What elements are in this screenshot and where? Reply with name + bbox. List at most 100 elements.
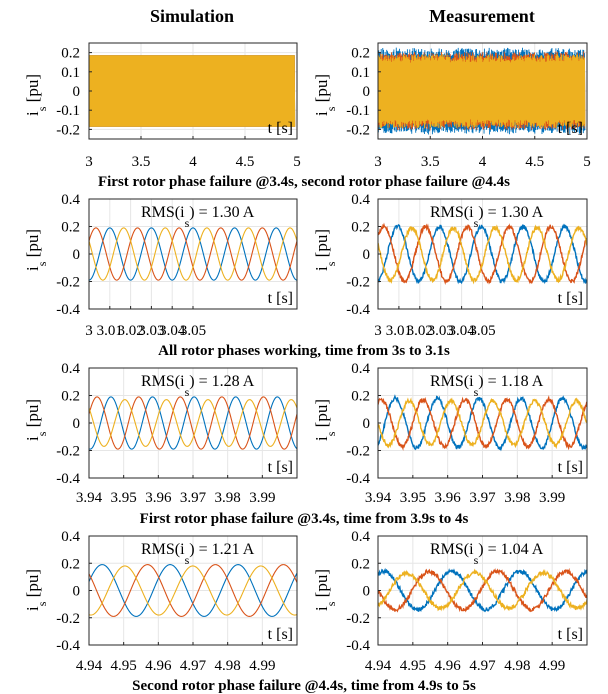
series-phase-3 (378, 53, 586, 129)
panel-row3-measurement: 3.94 3.95 3.96 3.97 3.98 3.99 0.4 0.2 0 -0.2 -0.4 i… (312, 361, 588, 506)
t-axis-label: t [s] (268, 626, 293, 643)
x-tick-label: 3.04 (159, 323, 186, 339)
column-title-measurement: Measurement (429, 6, 535, 26)
x-tick-label: 3.94 (365, 490, 392, 506)
y-tick-label: 0 (73, 247, 81, 263)
series-phase-3 (378, 568, 587, 612)
y-axis-label: is [pu] (23, 399, 49, 441)
x-tick-label: 3.01 (97, 323, 123, 339)
y-tick-label: -0.4 (56, 638, 80, 654)
x-tick-label: 5 (583, 154, 591, 170)
y-axis-label: is [pu] (312, 229, 338, 271)
y-tick-label: 0.4 (61, 361, 80, 377)
x-tick-label: 4 (189, 154, 197, 170)
y-tick-label: 0.4 (351, 361, 370, 377)
y-axis-label: is [pu] (23, 74, 49, 116)
y-tick-label: -0.2 (56, 611, 80, 627)
panel-row3-simulation: 3.94 3.95 3.96 3.97 3.98 3.99 0.4 0.2 0 -0.2 -0.4 i… (23, 361, 298, 506)
x-tick-label: 4.99 (539, 658, 565, 674)
rms-annotation: RMS(is) = 1.04 A (430, 541, 544, 567)
series-phase-2 (378, 395, 587, 451)
y-tick-label: 0.1 (351, 65, 370, 81)
x-tick-label: 3.5 (421, 154, 440, 170)
x-tick-label: 3.99 (249, 490, 275, 506)
y-tick-label: 0 (73, 416, 81, 432)
y-tick-label: -0.1 (346, 103, 370, 119)
t-axis-label: t [s] (268, 120, 293, 137)
x-tick-label: 4.97 (180, 658, 207, 674)
panel-row2-simulation: 3 3.013.023.033.043.05 0.4 0.2 0 -0.2 -0.4 is [… (23, 192, 298, 339)
row-caption-row4: Second rotor phase failure @4.4s, time f… (132, 678, 476, 694)
y-tick-label: 0.4 (61, 192, 80, 208)
y-tick-label: -0.4 (346, 471, 370, 487)
panel-row1-measurement: 3 3.5 4 4.5 5 0.2 0.1 0 -0.1 -0.2 is [pu] t [s] (312, 42, 591, 170)
y-axis-label: is [pu] (312, 399, 338, 441)
y-tick-label: 0.4 (61, 529, 80, 545)
t-axis-label: t [s] (558, 120, 583, 137)
y-tick-label: 0.2 (61, 46, 80, 62)
x-tick-label: 4.5 (236, 154, 255, 170)
x-tick-label: 3.04 (448, 323, 475, 339)
y-tick-label: 0.2 (351, 389, 370, 405)
x-tick-label: 3.05 (469, 323, 495, 339)
x-tick-label: 3.03 (138, 323, 164, 339)
y-tick-label: 0 (363, 416, 371, 432)
x-tick-label: 3.95 (400, 490, 426, 506)
x-tick-label: 4.94 (365, 658, 392, 674)
t-axis-label: t [s] (268, 290, 293, 307)
y-tick-label: 0.2 (61, 556, 80, 572)
y-tick-label: 0.2 (61, 389, 80, 405)
y-tick-label: -0.2 (346, 122, 370, 138)
panel-row4-measurement: 4.94 4.95 4.96 4.97 4.98 4.99 0.4 0.2 0 -0.2 -0.4 i… (312, 529, 588, 674)
t-axis-label: t [s] (268, 459, 293, 476)
rms-annotation: RMS(is) = 1.30 A (430, 204, 544, 230)
y-tick-label: 0 (73, 584, 81, 600)
t-axis-label: t [s] (558, 626, 583, 643)
y-tick-label: 0 (73, 84, 81, 100)
x-tick-label: 4.95 (111, 658, 137, 674)
y-tick-label: -0.4 (56, 471, 80, 487)
x-tick-label: 4.96 (145, 658, 172, 674)
y-tick-label: -0.2 (346, 444, 370, 460)
y-tick-label: 0 (363, 84, 371, 100)
y-axis-label: is [pu] (312, 74, 338, 116)
rms-annotation: RMS(is) = 1.30 A (141, 204, 255, 230)
series-phase-1 (89, 396, 297, 450)
panel-row4-simulation: 4.94 4.95 4.96 4.97 4.98 4.99 0.4 0.2 0 -0.2 -0.4 i… (23, 529, 298, 674)
series-phase-3 (89, 565, 297, 616)
x-tick-label: 4 (479, 154, 487, 170)
y-tick-label: 0.2 (61, 220, 80, 236)
y-tick-label: -0.2 (56, 275, 80, 291)
row-caption-row2: All rotor phases working, time from 3s t… (158, 343, 450, 359)
rms-annotation: RMS(is) = 1.28 A (141, 373, 255, 399)
series-phase-3 (89, 55, 296, 127)
x-tick-label: 4.97 (469, 658, 496, 674)
y-tick-label: 0 (363, 584, 371, 600)
x-tick-label: 3.99 (539, 490, 565, 506)
x-tick-label: 3 (85, 154, 93, 170)
rms-annotation: RMS(is) = 1.21 A (141, 541, 255, 567)
series-phase-3 (378, 397, 587, 450)
t-axis-label: t [s] (558, 459, 583, 476)
y-tick-label: 0.4 (351, 529, 370, 545)
y-tick-label: 0.4 (351, 192, 370, 208)
y-tick-label: -0.1 (56, 103, 80, 119)
y-axis-label: is [pu] (23, 229, 49, 271)
y-tick-label: -0.2 (346, 611, 370, 627)
y-tick-label: 0.2 (351, 46, 370, 62)
x-tick-label: 4.94 (76, 658, 103, 674)
x-tick-label: 3.5 (132, 154, 151, 170)
x-tick-label: 3.97 (469, 490, 496, 506)
x-tick-label: 3.94 (76, 490, 103, 506)
series-phase-3 (89, 399, 297, 447)
panel-row1-simulation: 3 3.5 4 4.5 5 0.2 0.1 0 -0.1 -0.2 is [pu] t [s] (23, 42, 301, 170)
series-phase-1 (378, 567, 587, 613)
x-tick-label: 4.98 (215, 658, 241, 674)
x-tick-label: 3.01 (386, 323, 412, 339)
y-tick-label: -0.4 (56, 302, 80, 318)
x-tick-label: 3.02 (117, 323, 143, 339)
x-tick-label: 3 (374, 323, 382, 339)
x-tick-label: 3.02 (407, 323, 433, 339)
panel-row2-measurement: 3 3.013.023.033.043.05 0.4 0.2 0 -0.2 -0.4 is [… (312, 192, 588, 339)
